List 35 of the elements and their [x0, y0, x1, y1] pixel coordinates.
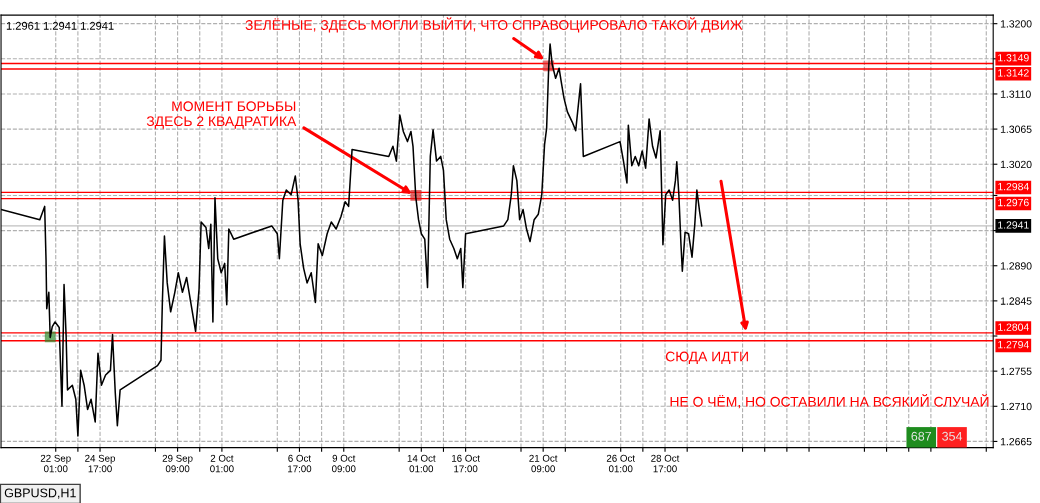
ref-line-label: 1.3149: [998, 54, 1029, 62]
x-tick-label: 29 Sep 09:00: [162, 454, 193, 473]
ref-line-label: 1.2976: [998, 198, 1029, 207]
x-tick-label: 21 Oct 09:00: [529, 454, 558, 473]
x-tick-label: 22 Sep 01:00: [40, 454, 71, 473]
chart-subtitle: 1.2961 1.2941 1.2941: [6, 21, 114, 30]
y-tick-label: 1.2710: [1000, 402, 1032, 411]
y-tick-label: 1.2890: [1000, 262, 1032, 270]
annotation: 687: [911, 431, 932, 441]
text: GBPUSD,H1: [4, 488, 76, 499]
ref-line-label: 1.2804: [998, 323, 1029, 331]
annotation: ЗЕЛЁНЫЕ, ЗДЕСЬ МОГЛИ ВЫЙТИ, ЧТО СПРАВОЦИРОВАЛО ТАКОЙ ДВИЖ: [245, 17, 743, 33]
x-tick-label: 24 Sep 17:00: [85, 454, 116, 473]
ref-line-label: 1.3142: [998, 69, 1029, 77]
y-tick-label: 1.3020: [1000, 160, 1032, 169]
x-tick-label: 14 Oct 01:00: [407, 454, 436, 473]
ref-line-label: 1.2941: [998, 221, 1029, 229]
y-tick-label: 1.2665: [1000, 437, 1032, 446]
x-tick-label: 9 Oct 09:00: [331, 454, 356, 473]
annotation: 354: [942, 431, 963, 441]
x-tick-label: 6 Oct 17:00: [288, 454, 312, 473]
y-tick-label: 1.2755: [1000, 367, 1032, 376]
x-tick-label: 26 Oct 01:00: [606, 454, 635, 473]
y-tick-label: 1.3065: [1000, 125, 1032, 133]
y-tick-label: 1.3200: [1000, 20, 1032, 28]
y-tick-label: 1.3110: [1000, 90, 1031, 98]
x-tick-label: 2 Oct 01:00: [210, 454, 234, 473]
ref-line-label: 1.2794: [998, 340, 1029, 349]
x-tick-label: 28 Oct 17:00: [651, 454, 680, 473]
y-tick-label: 1.2845: [1000, 297, 1032, 305]
annotation: СЮДА ИДТИ: [665, 351, 748, 365]
annotation: НЕ О ЧЁМ, НО ОСТАВИЛИ НА ВСЯКИЙ СЛУЧАЙ: [670, 393, 989, 409]
ref-line-label: 1.2984: [998, 182, 1029, 191]
x-tick-label: 16 Oct 17:00: [452, 454, 480, 473]
annotation: МОМЕНТ БОРЬБЫ ЗДЕСЬ 2 КВАДРАТИКА: [146, 101, 297, 129]
